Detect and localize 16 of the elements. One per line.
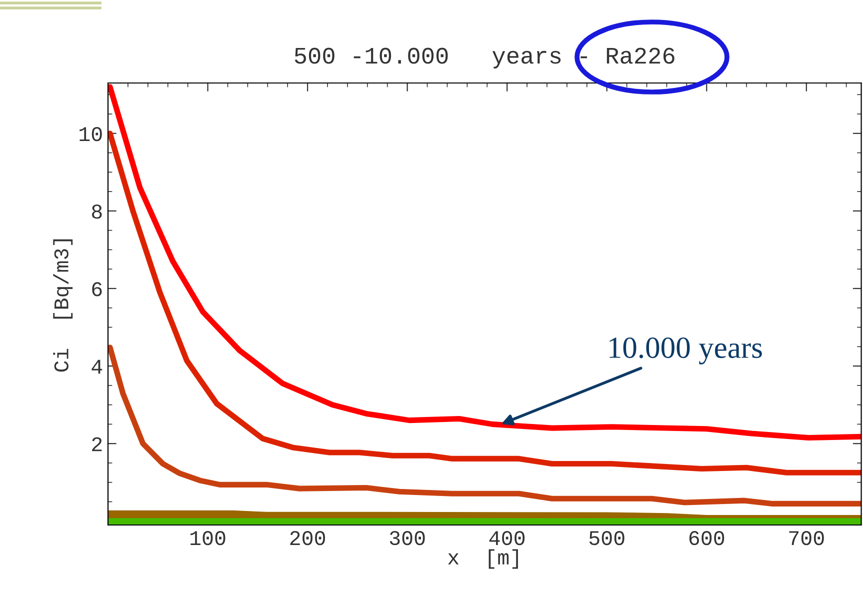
y-tick-label: 8	[92, 204, 102, 219]
x-tick-label: 200	[290, 531, 326, 546]
y-tick-label: 2	[92, 437, 102, 452]
x-tick-label: 300	[390, 531, 425, 546]
chart-title: 500 -10.000 years - Ra226	[294, 48, 674, 68]
x-tick-label: 100	[190, 531, 226, 546]
y-tick-label: 4	[92, 360, 102, 374]
y-tick-label: 10	[80, 127, 102, 142]
x-axis-title: x [m]	[448, 549, 518, 569]
x-tick-label: 600	[689, 531, 724, 546]
y-tick-label: 6	[92, 282, 102, 296]
x-tick-label: 500	[589, 531, 624, 546]
y-axis-title: Ci [Bq/m3]	[53, 239, 73, 372]
annotation: 10.000 years	[610, 337, 762, 364]
x-tick-label: 700	[789, 531, 824, 546]
x-tick-label: 400	[489, 531, 525, 546]
